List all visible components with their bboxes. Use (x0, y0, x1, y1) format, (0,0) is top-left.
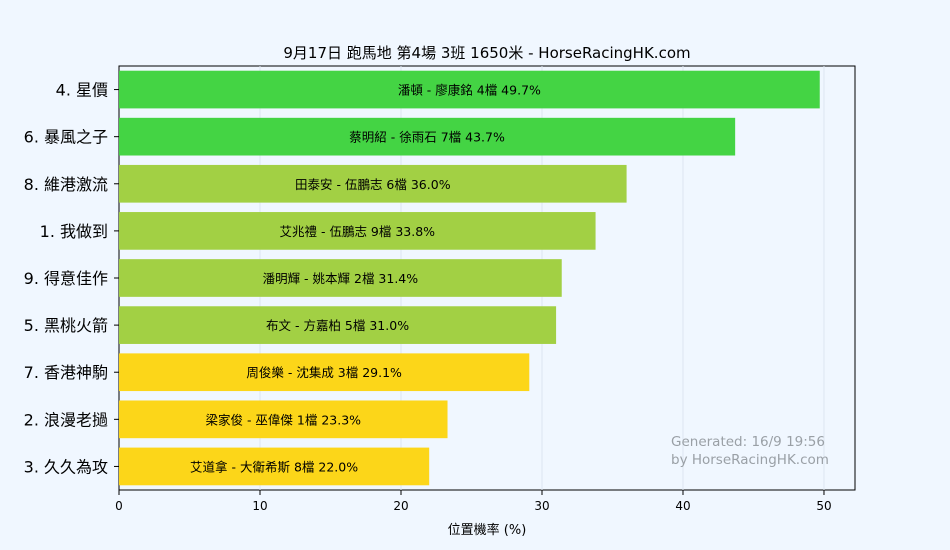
category-label: 3. 久久為攻 (24, 457, 108, 476)
bar-label: 梁家俊 - 巫偉傑 1檔 23.3% (205, 412, 361, 427)
bar (119, 447, 430, 486)
category-label: 4. 星價 (56, 81, 108, 100)
generated-note: Generated: 16/9 19:56 (671, 434, 825, 450)
bar (119, 259, 562, 297)
x-tick-label: 40 (675, 499, 690, 513)
category-label: 7. 香港神駒 (24, 363, 108, 382)
bar-label: 潘頓 - 廖康銘 4檔 49.7% (398, 83, 541, 98)
category-label: 2. 浪漫老撾 (24, 410, 108, 429)
bar (119, 400, 448, 439)
category-label: 6. 暴風之子 (24, 128, 108, 147)
bar (119, 117, 736, 156)
x-tick-label: 50 (816, 499, 831, 513)
x-axis-label: 位置機率 (%) (448, 522, 527, 538)
bar (119, 353, 530, 392)
bar-label: 周俊樂 - 沈集成 3檔 29.1% (246, 365, 402, 380)
bar-label: 布文 - 方嘉柏 5檔 31.0% (266, 318, 409, 333)
bar-label: 艾道拿 - 大衛希斯 8檔 22.0% (190, 459, 358, 474)
bar-label: 艾兆禮 - 伍鵬志 9檔 33.8% (279, 224, 435, 239)
bar-label: 潘明輝 - 姚本輝 2檔 31.4% (263, 271, 419, 286)
bar (119, 70, 820, 109)
bars: 4. 星價 潘頓 - 廖康銘 4檔 49.7% 6. 暴風之子 蔡明紹 - 徐雨石 7… (24, 70, 820, 486)
chart-title: 9月17日 跑馬地 第4場 3班 1650米 - HorseRacingHK.c… (283, 44, 690, 62)
bar-label: 田泰安 - 伍鵬志 6檔 36.0% (295, 177, 451, 192)
bar (119, 306, 557, 344)
category-label: 5. 黑桃火箭 (24, 316, 108, 335)
bar (119, 164, 627, 203)
category-label: 1. 我做到 (40, 222, 108, 241)
source-note: by HorseRacingHK.com (671, 452, 829, 468)
x-axis-ticks: 0 10 20 30 40 50 (115, 490, 832, 513)
x-tick-label: 0 (115, 499, 123, 513)
bar-label: 蔡明紹 - 徐雨石 7檔 43.7% (349, 130, 505, 145)
category-label: 8. 維港激流 (24, 175, 108, 194)
x-tick-label: 20 (393, 499, 408, 513)
bar (119, 212, 596, 250)
category-label: 9. 得意佳作 (24, 269, 108, 288)
x-tick-label: 30 (534, 499, 549, 513)
x-tick-label: 10 (252, 499, 267, 513)
